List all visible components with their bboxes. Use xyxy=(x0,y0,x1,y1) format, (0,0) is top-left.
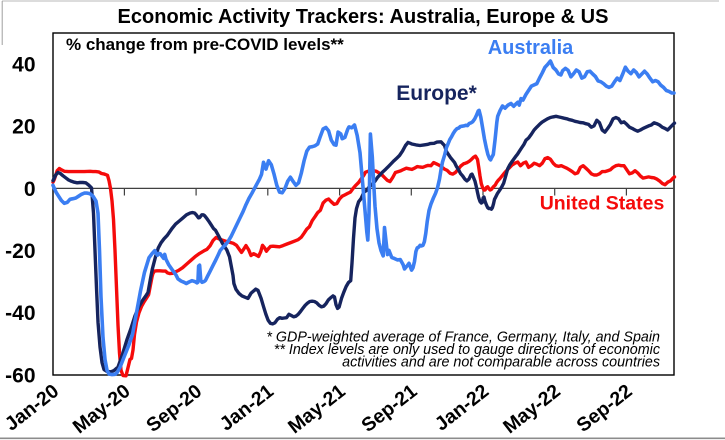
svg-text:% change from pre-COVID levels: % change from pre-COVID levels** xyxy=(66,35,344,54)
svg-text:* GDP-weighted average of Fran: * GDP-weighted average of France, German… xyxy=(266,330,660,346)
svg-text:40: 40 xyxy=(12,54,35,77)
svg-text:Economic Activity Trackers: Au: Economic Activity Trackers: Australia, E… xyxy=(118,6,609,28)
svg-text:** Index levels are only used: ** Index levels are only used to gauge d… xyxy=(274,342,660,358)
svg-text:-60: -60 xyxy=(5,364,35,387)
svg-text:-40: -40 xyxy=(5,302,35,325)
svg-text:-20: -20 xyxy=(5,240,35,263)
svg-text:activities and are not compara: activities and are not comparable across… xyxy=(342,355,660,371)
svg-text:Europe*: Europe* xyxy=(396,82,477,105)
svg-text:United States: United States xyxy=(540,193,665,215)
svg-text:0: 0 xyxy=(24,178,36,201)
svg-text:20: 20 xyxy=(12,116,35,139)
svg-text:Australia: Australia xyxy=(488,37,574,59)
